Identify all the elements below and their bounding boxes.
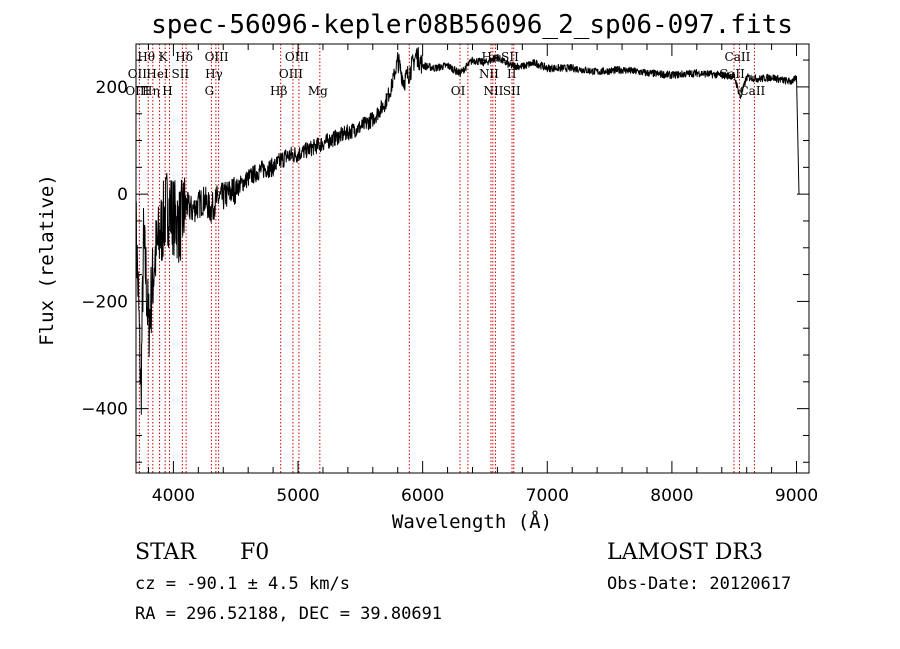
spectral-line-label: Hδ bbox=[175, 50, 193, 64]
spectral-line-label: G bbox=[205, 84, 215, 98]
spectral-line-label: H bbox=[162, 84, 172, 98]
x-axis-label: Wavelength (Å) bbox=[392, 510, 552, 533]
survey-name: LAMOST DR3 bbox=[607, 540, 763, 565]
observation-date: Obs-Date: 20120617 bbox=[607, 574, 792, 594]
spectral-line-label: SII bbox=[172, 67, 190, 81]
spectral-line-label: CaII bbox=[725, 50, 751, 64]
spectral-line-label: Hγ bbox=[205, 67, 223, 81]
chart-title: spec-56096-kepler08B56096_2_sp06-097.fit… bbox=[151, 10, 793, 40]
spectral-line-label: OI bbox=[451, 84, 466, 98]
plot-frame bbox=[135, 43, 810, 474]
object-class: STAR bbox=[135, 540, 196, 565]
object-subclass: F0 bbox=[240, 540, 270, 565]
spectrum-series bbox=[135, 47, 800, 415]
redshift-velocity: cz = -90.1 ± 4.5 km/s bbox=[135, 574, 350, 594]
spectral-line-label: NII bbox=[479, 67, 499, 81]
spectral-line-label: CaII bbox=[739, 84, 765, 98]
y-tick-label: −200 bbox=[81, 292, 128, 312]
y-axis-label: Flux (relative) bbox=[36, 174, 58, 346]
spectral-line-label: OIII bbox=[205, 50, 229, 64]
spectral-line-markers bbox=[138, 44, 755, 473]
plot-axes: 4000 5000 6000 7000 8000 9000 −400 −200 0 200 bbox=[81, 43, 818, 506]
y-tick-label: 0 bbox=[117, 185, 128, 205]
spectral-line-label: Hη bbox=[142, 84, 160, 98]
spectral-line-label: SII bbox=[503, 84, 521, 98]
spectral-line-label: NII bbox=[483, 84, 503, 98]
sky-coordinates: RA = 296.52188, DEC = 39.80691 bbox=[135, 604, 443, 624]
spectral-line-label: Hβ bbox=[270, 84, 287, 98]
spectral-line-label: II bbox=[507, 67, 517, 81]
x-tick-label: 9000 bbox=[775, 486, 818, 506]
spectral-line-label: OIII bbox=[285, 50, 309, 64]
spectral-line-label: OII bbox=[128, 67, 148, 81]
x-tick-label: 4000 bbox=[152, 486, 195, 506]
y-tick-label: 200 bbox=[96, 78, 128, 98]
x-tick-label: 7000 bbox=[526, 486, 569, 506]
x-tick-label: 5000 bbox=[276, 486, 319, 506]
spectral-line-label: HeI bbox=[146, 67, 169, 81]
spectral-line-label: Mg bbox=[308, 84, 328, 98]
spectral-line-label: K bbox=[159, 50, 169, 64]
spectrum-line bbox=[135, 47, 800, 415]
spectral-line-label: OIII bbox=[279, 67, 303, 81]
spectral-line-label: OIII bbox=[125, 84, 149, 98]
y-tick-label: −400 bbox=[81, 400, 128, 420]
x-tick-label: 8000 bbox=[650, 486, 693, 506]
x-tick-label: 6000 bbox=[401, 486, 444, 506]
spectral-line-label: Hθ bbox=[137, 50, 155, 64]
spectral-line-label: SII bbox=[501, 50, 519, 64]
